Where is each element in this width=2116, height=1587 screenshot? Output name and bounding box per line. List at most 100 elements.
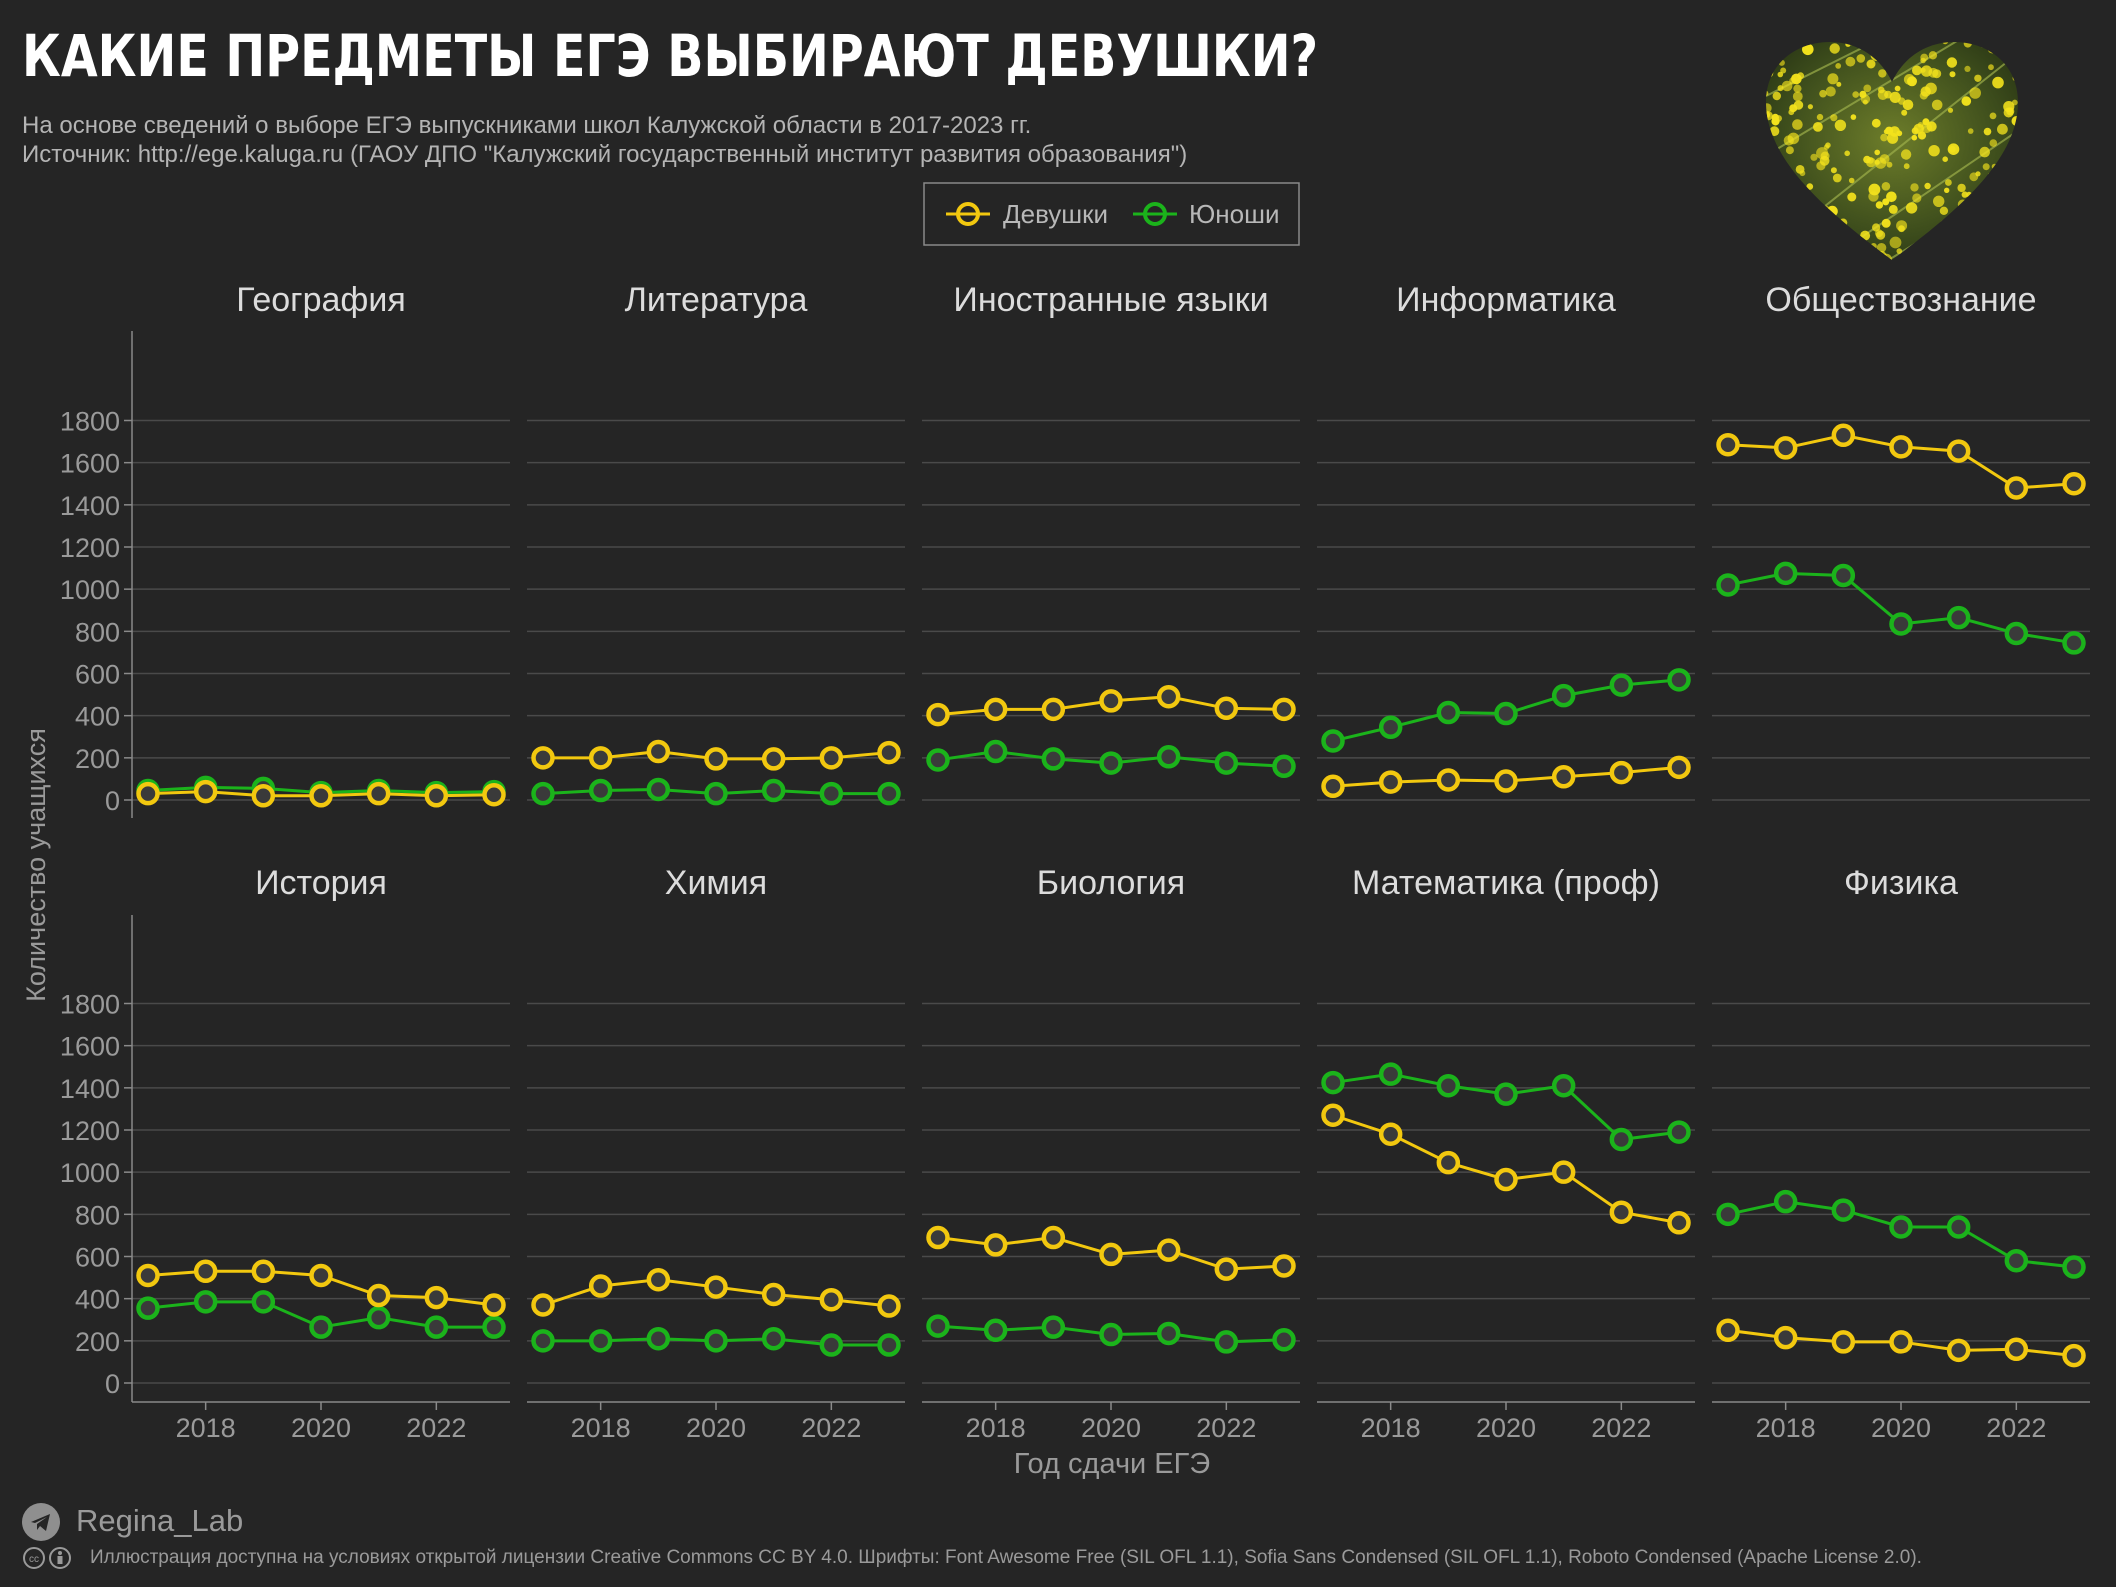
mimosa-flower [1881,182,1891,191]
mimosa-flower [1989,139,1998,147]
point-girls [2062,1343,2086,1368]
mimosa-flower [1983,127,1992,136]
point-girls [1156,1238,1181,1262]
mimosa-flower [1949,71,1956,78]
mimosa-flower [1882,198,1890,206]
point-boys [983,739,1008,764]
x-tick-label: 2020 [1081,1413,1141,1443]
point-boys [251,1290,276,1314]
mimosa-flower [1785,146,1794,155]
mimosa-flower [1925,82,1937,95]
mimosa-flower [1944,187,1950,193]
mimosa-flower [1863,84,1872,93]
point-boys [1773,1189,1798,1214]
point-girls [877,1294,901,1318]
point-girls [424,784,449,808]
mimosa-flower [1835,63,1842,69]
y-tick-label: 1600 [60,449,120,479]
panel-title: Литература [625,281,808,319]
mimosa-flower [1792,119,1803,130]
point-boys [136,1296,160,1320]
mimosa-flower [1819,89,1827,98]
point-girls [482,1293,506,1317]
mimosa-flower [1920,57,1926,64]
point-girls [926,1225,950,1250]
panel-title: Обществознание [1765,281,2036,319]
y-tick-label: 1800 [60,990,120,1020]
mimosa-flower [1957,183,1966,193]
point-girls [1946,1338,1971,1363]
point-boys [1773,561,1798,586]
mimosa-flower [1863,155,1871,164]
point-boys [1716,1202,1740,1227]
point-girls [761,1282,786,1307]
mimosa-flower [1879,154,1890,164]
point-girls [819,1287,844,1312]
point-girls [1831,1330,1856,1354]
mimosa-flower [1844,150,1850,157]
point-boys [1041,1315,1066,1339]
mimosa-flower [1852,91,1859,98]
mimosa-flower [1939,206,1949,215]
point-girls [819,746,844,770]
svg-text:cc: cc [29,1554,39,1565]
mimosa-flower [1900,149,1912,160]
mimosa-heart-image [1766,42,2018,260]
y-tick-label: 1200 [60,533,120,563]
x-tick-label: 2022 [1591,1413,1651,1443]
mimosa-flower [1928,145,1940,157]
mimosa-flower [1866,59,1876,69]
mimosa-flower [1945,179,1952,186]
y-axis-label: Количество учащихся [21,728,51,1002]
mimosa-flower [1917,131,1927,140]
point-boys [424,1315,449,1339]
point-boys [1609,1127,1634,1152]
x-tick-label: 2020 [686,1413,746,1443]
point-girls [704,1275,728,1299]
point-boys [1378,715,1403,740]
y-tick-label: 200 [75,1327,120,1357]
mimosa-flower [1832,173,1842,183]
point-girls [251,784,276,808]
point-girls [2062,472,2086,496]
point-boys [1099,1322,1123,1347]
panel-8: Биология 2018 2020 2022 [922,864,1300,1443]
point-boys [1321,729,1345,753]
point-girls [1156,684,1181,709]
point-girls [1099,1242,1123,1267]
license-text: Иллюстрация доступна на условиях открыто… [90,1547,1922,1568]
mimosa-flower [1924,182,1931,190]
y-tick-label: 1200 [60,1116,120,1146]
mimosa-flower [1880,133,1888,142]
panel-9: Математика (проф) 2018 2020 2022 [1317,864,1695,1443]
x-tick-label: 2018 [1361,1413,1421,1443]
mimosa-flower [1911,134,1918,141]
x-tick-label: 2022 [406,1413,466,1443]
point-boys [1831,563,1856,588]
point-boys [983,1318,1008,1343]
point-girls [1494,769,1518,793]
point-boys [1099,751,1123,775]
point-girls [704,747,728,771]
point-boys [2004,621,2029,646]
point-girls [926,702,950,727]
point-girls [1609,760,1634,785]
panel-title: История [255,864,387,902]
point-girls [1041,697,1066,722]
mimosa-flower [1781,80,1793,92]
point-boys [761,1326,786,1351]
mimosa-flower [1902,99,1914,111]
point-girls [1214,1257,1239,1281]
mimosa-flower [1783,135,1794,146]
point-girls [531,1293,555,1317]
mimosa-flower [1928,51,1938,60]
y-tick-label: 1400 [60,1074,120,1104]
point-boys [819,781,844,806]
mimosa-flower [1806,183,1814,190]
point-boys [1551,1073,1576,1098]
point-boys [1609,673,1634,697]
chart-subtitle: На основе сведений о выборе ЕГЭ выпускни… [22,112,1032,139]
point-boys [1667,668,1691,692]
mimosa-flower [1912,193,1922,203]
